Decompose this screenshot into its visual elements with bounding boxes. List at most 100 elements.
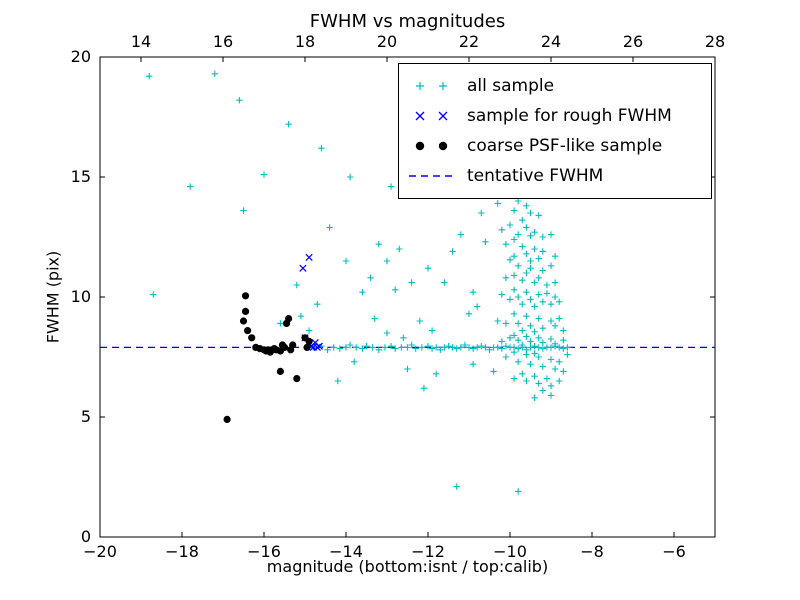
scatter-point: [474, 344, 481, 351]
x-marker-icon: [415, 111, 448, 121]
scatter-point: [241, 292, 250, 300]
legend-label: tentative FWHM: [467, 166, 604, 186]
legend-entry-all-sample: all sample: [407, 71, 701, 101]
scatter-point: [375, 241, 382, 248]
scatter-point: [367, 274, 374, 281]
plus-marker-icon: [416, 82, 447, 90]
scatter-point: [318, 145, 325, 152]
scatter-point: [305, 253, 313, 262]
scatter-point: [313, 343, 321, 352]
scatter-point: [547, 392, 555, 399]
scatter-point: [531, 343, 538, 350]
scatter-point: [398, 344, 405, 351]
dashed-line-icon: [409, 175, 453, 177]
y-tick-label: 15: [71, 167, 91, 186]
scatter-point: [346, 173, 354, 181]
scatter-point: [527, 296, 534, 303]
scatter-point: [523, 224, 530, 231]
scatter-point: [396, 245, 403, 253]
scatter-point: [543, 375, 551, 382]
scatter-point: [519, 217, 526, 224]
scatter-point: [515, 358, 522, 365]
scatter-point: [515, 320, 522, 327]
scatter-point: [400, 334, 407, 341]
scatter-point: [441, 279, 448, 286]
scatter-point: [285, 121, 292, 128]
scatter-point: [547, 344, 555, 351]
scatter-point: [519, 370, 526, 377]
scatter-point: [535, 344, 542, 351]
scatter-point: [342, 344, 350, 351]
scatter-point: [531, 350, 538, 357]
scatter-point: [539, 339, 546, 346]
scatter-point: [547, 335, 555, 343]
scatter-point: [260, 171, 268, 178]
scatter-point: [556, 358, 563, 365]
scatter-point: [404, 365, 411, 373]
scatter-point: [539, 233, 546, 241]
scatter-point: [535, 255, 542, 262]
legend-entry-rough-fwhm: sample for rough FWHM: [407, 101, 701, 131]
legend-entry-tentative-fwhm: tentative FWHM: [407, 161, 701, 191]
scatter-point: [359, 345, 366, 352]
scatter-point: [531, 245, 538, 253]
y-tick-label: 5: [81, 407, 91, 426]
scatter-point: [531, 373, 538, 380]
scatter-point: [564, 351, 571, 358]
scatter-point: [457, 344, 464, 351]
scatter-point: [314, 301, 321, 308]
scatter-point: [285, 315, 293, 323]
scatter-point: [531, 229, 538, 236]
series-all-sample: [146, 70, 571, 495]
scatter-point: [535, 380, 542, 387]
scatter-point: [457, 231, 464, 238]
circle-marker-icon: [415, 141, 448, 151]
y-tick-label: 10: [71, 287, 91, 306]
scatter-point: [531, 394, 538, 401]
scatter-point: [453, 345, 460, 352]
scatter-point: [353, 344, 360, 351]
scatter-point: [539, 387, 546, 394]
scatter-point: [461, 341, 469, 349]
scatter-point: [523, 351, 530, 358]
scatter-point: [523, 289, 530, 296]
scatter-point: [486, 346, 493, 353]
scatter-point: [293, 375, 301, 383]
scatter-point: [564, 344, 571, 351]
scatter-point: [369, 344, 376, 351]
scatter-point: [519, 243, 526, 250]
scatter-point: [375, 346, 382, 353]
scatter-point: [236, 97, 243, 104]
scatter-point: [519, 341, 526, 349]
scatter-point: [469, 361, 477, 368]
scatter-point: [424, 343, 432, 350]
scatter-point: [276, 367, 284, 375]
scatter-point: [560, 337, 567, 344]
y-axis-label: FWHM (pix): [43, 250, 63, 344]
scatter-point: [535, 353, 542, 361]
scatter-point: [519, 277, 526, 284]
legend: all sample sample for rough FWHM coarse …: [398, 63, 712, 199]
legend-label: coarse PSF-like sample: [467, 136, 663, 156]
scatter-point: [556, 298, 563, 305]
scatter-point: [239, 317, 248, 325]
scatter-point: [547, 301, 555, 308]
scatter-point: [551, 279, 559, 286]
scatter-point: [523, 313, 530, 320]
scatter-point: [441, 344, 448, 351]
scatter-point: [326, 224, 333, 231]
scatter-point: [244, 327, 252, 335]
scatter-point: [336, 345, 344, 352]
scatter-point: [498, 226, 505, 233]
scatter-point: [531, 328, 538, 335]
scatter-point: [535, 334, 542, 341]
scatter-point: [211, 70, 218, 77]
scatter-point: [510, 286, 518, 293]
scatter-point: [539, 363, 546, 370]
scatter-point: [482, 344, 489, 351]
scatter-point: [547, 317, 555, 325]
scatter-point: [465, 344, 473, 351]
scatter-point: [424, 265, 432, 272]
scatter-point: [527, 322, 534, 329]
